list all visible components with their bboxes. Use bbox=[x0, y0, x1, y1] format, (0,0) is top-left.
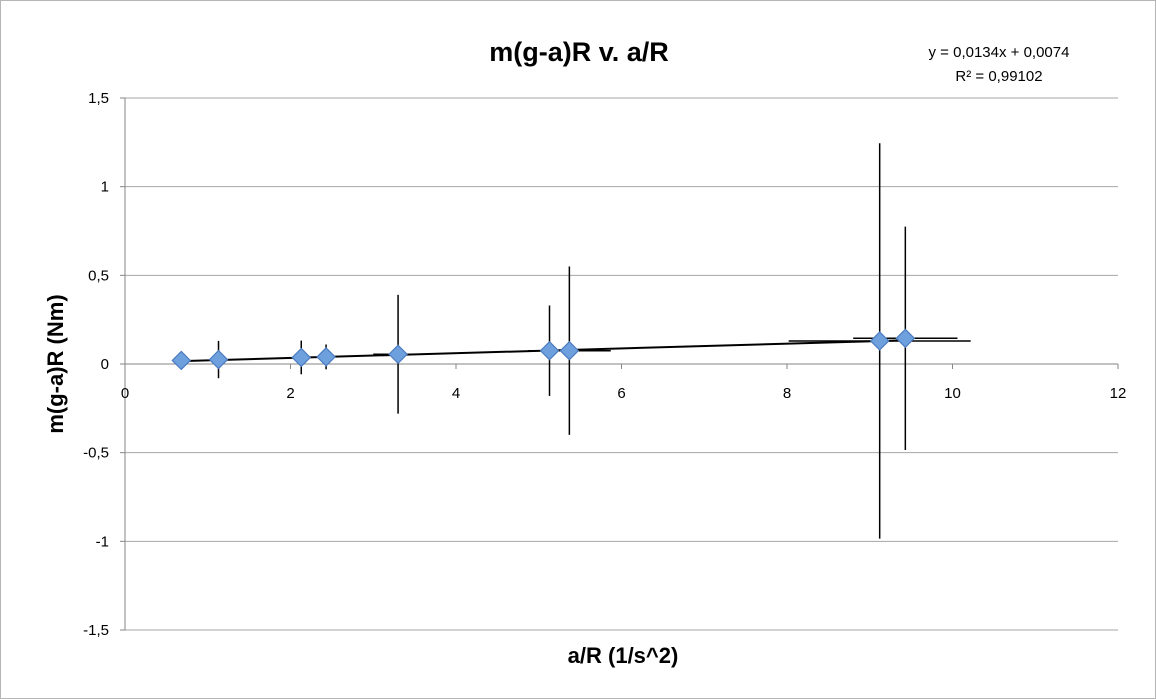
x-tick-label: 8 bbox=[783, 385, 791, 402]
data-point bbox=[388, 344, 408, 365]
y-tick-label: -1,5 bbox=[83, 622, 109, 639]
tick-labels: -1,5 -1 -0,5 0 0,5 1 1,5 0 2 4 6 8 10 12 bbox=[83, 90, 1126, 639]
chart-title: m(g-a)R v. a/R bbox=[489, 37, 669, 67]
gridlines bbox=[125, 97, 1118, 631]
axes bbox=[120, 97, 1119, 631]
r-squared-label: R² = 0,99102 bbox=[955, 68, 1042, 85]
x-tick-label: 10 bbox=[944, 385, 961, 402]
x-tick-label: 4 bbox=[452, 385, 460, 402]
y-tick-label: -0,5 bbox=[83, 445, 109, 462]
y-tick-label: -1 bbox=[96, 533, 109, 550]
data-point bbox=[869, 331, 890, 351]
data-points bbox=[171, 328, 916, 371]
x-tick-label: 0 bbox=[121, 385, 129, 402]
data-point bbox=[895, 328, 916, 349]
error-bars bbox=[217, 143, 971, 539]
x-tick-label: 2 bbox=[286, 385, 294, 402]
data-point bbox=[539, 340, 560, 361]
x-tick-label: 6 bbox=[617, 385, 625, 402]
data-point bbox=[171, 350, 192, 371]
data-point bbox=[291, 347, 312, 368]
y-tick-label: 0,5 bbox=[88, 267, 109, 284]
data-point bbox=[208, 349, 229, 370]
x-axis-title: a/R (1/s^2) bbox=[568, 643, 679, 668]
y-axis-title: m(g-a)R (Nm) bbox=[43, 294, 68, 433]
x-tick-label: 12 bbox=[1110, 385, 1127, 402]
data-point bbox=[316, 347, 336, 367]
y-tick-label: 0 bbox=[101, 356, 109, 373]
y-tick-label: 1 bbox=[101, 179, 109, 196]
trendline-equation: y = 0,0134x + 0,0074 bbox=[929, 44, 1070, 61]
y-tick-label: 1,5 bbox=[88, 90, 109, 107]
data-point bbox=[559, 340, 580, 361]
